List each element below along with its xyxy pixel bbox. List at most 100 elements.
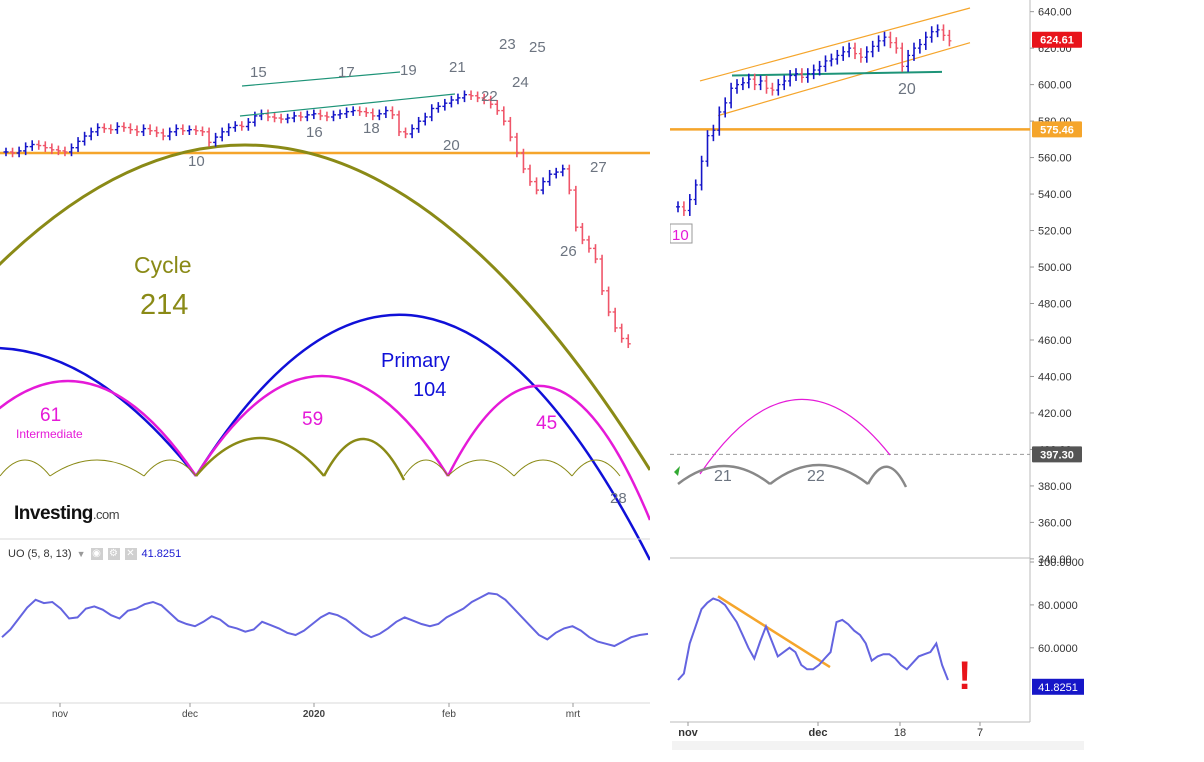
price-bar <box>566 164 572 195</box>
small-arc-5 <box>447 459 515 477</box>
price-bar <box>468 90 474 100</box>
price-bar <box>422 112 428 126</box>
month-tick-label: mrt <box>566 709 581 720</box>
price-bar <box>121 122 127 132</box>
uo-oscillator-line-right <box>677 597 949 681</box>
svg-text:575.46: 575.46 <box>1040 124 1074 136</box>
price-bar <box>55 145 61 156</box>
price-bar <box>534 177 540 195</box>
price-bar <box>560 164 566 177</box>
uo-oscillator-line <box>1 592 649 648</box>
wave-label: 20 <box>898 81 916 98</box>
price-bar <box>317 109 323 121</box>
wave-label: 19 <box>400 62 417 79</box>
date-tick-label: nov <box>678 727 698 739</box>
price-bar <box>29 140 35 151</box>
price-bar <box>272 112 278 123</box>
channel-upper-right <box>699 7 971 82</box>
price-bar <box>370 108 376 121</box>
cycle-value: 214 <box>140 289 188 321</box>
small-arc-2 <box>49 459 145 477</box>
osc-value-badge: 41.8251 <box>1032 678 1084 695</box>
small-arc-1 <box>0 459 51 477</box>
price-bar <box>870 40 875 58</box>
wave-label: 17 <box>338 64 355 81</box>
eye-icon[interactable]: ◉ <box>90 548 103 560</box>
wave-label: 22 <box>481 88 498 105</box>
price-bar <box>593 244 598 264</box>
intermediate-value: 45 <box>536 413 557 434</box>
price-tick-label: 600.00 <box>1038 80 1072 92</box>
minor-arc-1 <box>195 436 325 477</box>
price-bar <box>75 137 81 152</box>
price-bar <box>416 116 422 133</box>
price-bar <box>160 128 166 141</box>
close-icon[interactable]: ✕ <box>124 548 137 560</box>
price-bar <box>389 106 395 120</box>
wave-label: 24 <box>512 74 529 91</box>
wave-label: 23 <box>499 36 516 53</box>
price-tick-label: 560.00 <box>1038 153 1072 165</box>
price-bar <box>586 235 592 253</box>
price-bar <box>888 31 893 49</box>
price-bar <box>553 167 559 179</box>
price-bar <box>304 110 310 122</box>
channel-lower <box>239 93 456 117</box>
price-bar <box>108 124 114 134</box>
price-bar <box>245 118 251 131</box>
price-bar <box>82 131 88 146</box>
wave-label: 21 <box>449 59 466 76</box>
price-bar <box>501 106 507 126</box>
price-bar <box>817 60 822 76</box>
price-bar <box>239 121 245 131</box>
arrow-icon <box>674 466 680 476</box>
channel-lower-right <box>717 42 971 117</box>
price-bar <box>206 127 212 147</box>
price-bar <box>681 201 686 216</box>
price-tick-label: 340.00 <box>1038 554 1072 566</box>
price-bar <box>435 102 441 113</box>
cycle-arc-right-1 <box>677 464 771 485</box>
minor-arc-2 <box>322 437 406 481</box>
price-bar <box>62 146 68 157</box>
price-bar <box>782 75 787 91</box>
primary-value: 104 <box>413 379 446 401</box>
chevron-down-icon[interactable]: ▼ <box>76 549 86 559</box>
price-bar <box>455 93 461 105</box>
price-bar <box>740 77 745 91</box>
price-bar <box>200 126 205 137</box>
price-bar <box>16 146 22 158</box>
wave-label: 10 <box>672 227 689 244</box>
price-bar <box>547 169 553 186</box>
osc-tick-label: 100.0000 <box>1038 557 1084 569</box>
price-bar <box>127 123 133 134</box>
price-bar <box>788 70 793 87</box>
price-bar <box>829 53 834 67</box>
price-bar <box>403 127 409 139</box>
wave-label: 26 <box>560 243 577 260</box>
price-bar <box>258 109 264 121</box>
price-tick-label: 380.00 <box>1038 481 1072 493</box>
price-bar <box>711 124 716 142</box>
primary-label: Primary <box>381 350 450 372</box>
price-bar <box>847 42 852 58</box>
price-bar <box>114 122 120 134</box>
small-arc-3 <box>143 459 197 477</box>
date-tick-label: 18 <box>894 727 906 739</box>
warning-mark: ! <box>958 654 972 698</box>
price-bar <box>823 55 828 72</box>
gear-icon[interactable]: ⚙ <box>107 548 120 560</box>
price-bar <box>794 68 798 81</box>
price-bar <box>180 124 186 135</box>
oscillator-trendline <box>717 595 831 669</box>
price-tick-label: 480.00 <box>1038 299 1072 311</box>
price-bar <box>350 106 356 116</box>
small-arc-6 <box>513 459 573 477</box>
price-bar <box>331 110 336 122</box>
price-bar <box>311 109 317 120</box>
svg-text:397.30: 397.30 <box>1040 449 1074 461</box>
price-bar <box>758 75 763 91</box>
price-bar <box>409 124 415 139</box>
